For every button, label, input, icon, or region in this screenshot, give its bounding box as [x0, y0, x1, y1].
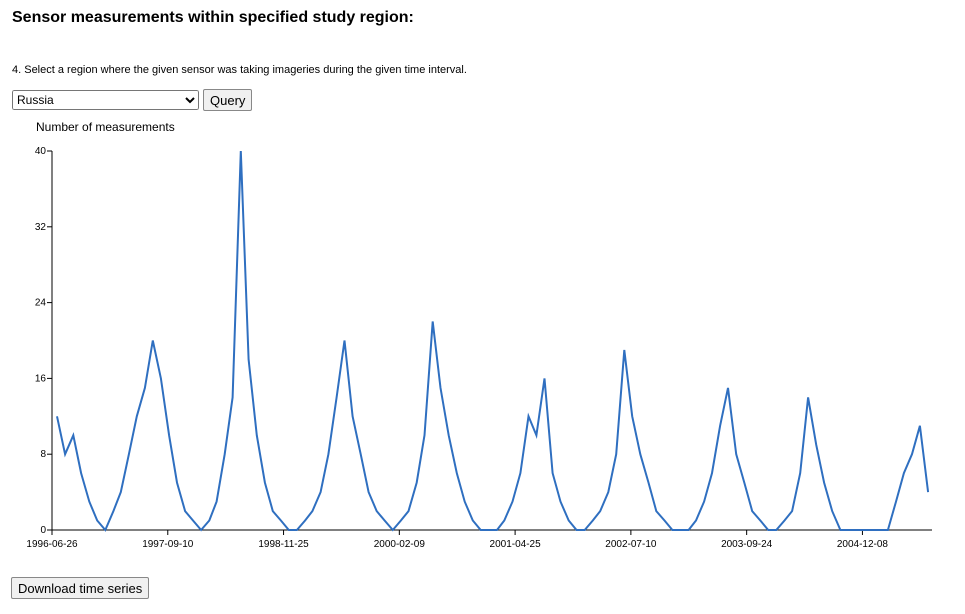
x-tick-label: 2004-12-08 [837, 539, 889, 550]
x-tick-label: 1996-06-26 [26, 539, 78, 550]
y-tick-label: 16 [35, 373, 47, 384]
query-button[interactable]: Query [203, 89, 253, 111]
y-tick-label: 8 [40, 449, 46, 460]
page-title: Sensor measurements within specified stu… [12, 9, 414, 26]
region-select[interactable]: Russia [12, 90, 199, 110]
data-line [56, 150, 930, 532]
download-button[interactable]: Download time series [11, 577, 150, 599]
x-tick-label: 2002-07-10 [605, 539, 657, 550]
y-tick-label: 24 [35, 298, 47, 309]
instruction: 4. Select a region where the given senso… [12, 64, 467, 76]
x-tick-label: 1997-09-10 [142, 539, 194, 550]
y-axis-label: Number of measurements [36, 120, 175, 134]
x-tick-label: 2003-09-24 [721, 539, 773, 550]
x-tick-label: 2001-04-25 [490, 539, 542, 550]
y-tick-label: 32 [35, 222, 47, 233]
x-tick-label: 1998-11-25 [258, 539, 309, 550]
y-tick-label: 0 [40, 525, 46, 536]
chart: Number of measurements 0 8 16 24 32 40 1996-06… [26, 120, 932, 550]
y-tick-label: 40 [35, 146, 47, 157]
x-tick-label: 2000-02-09 [374, 539, 426, 550]
